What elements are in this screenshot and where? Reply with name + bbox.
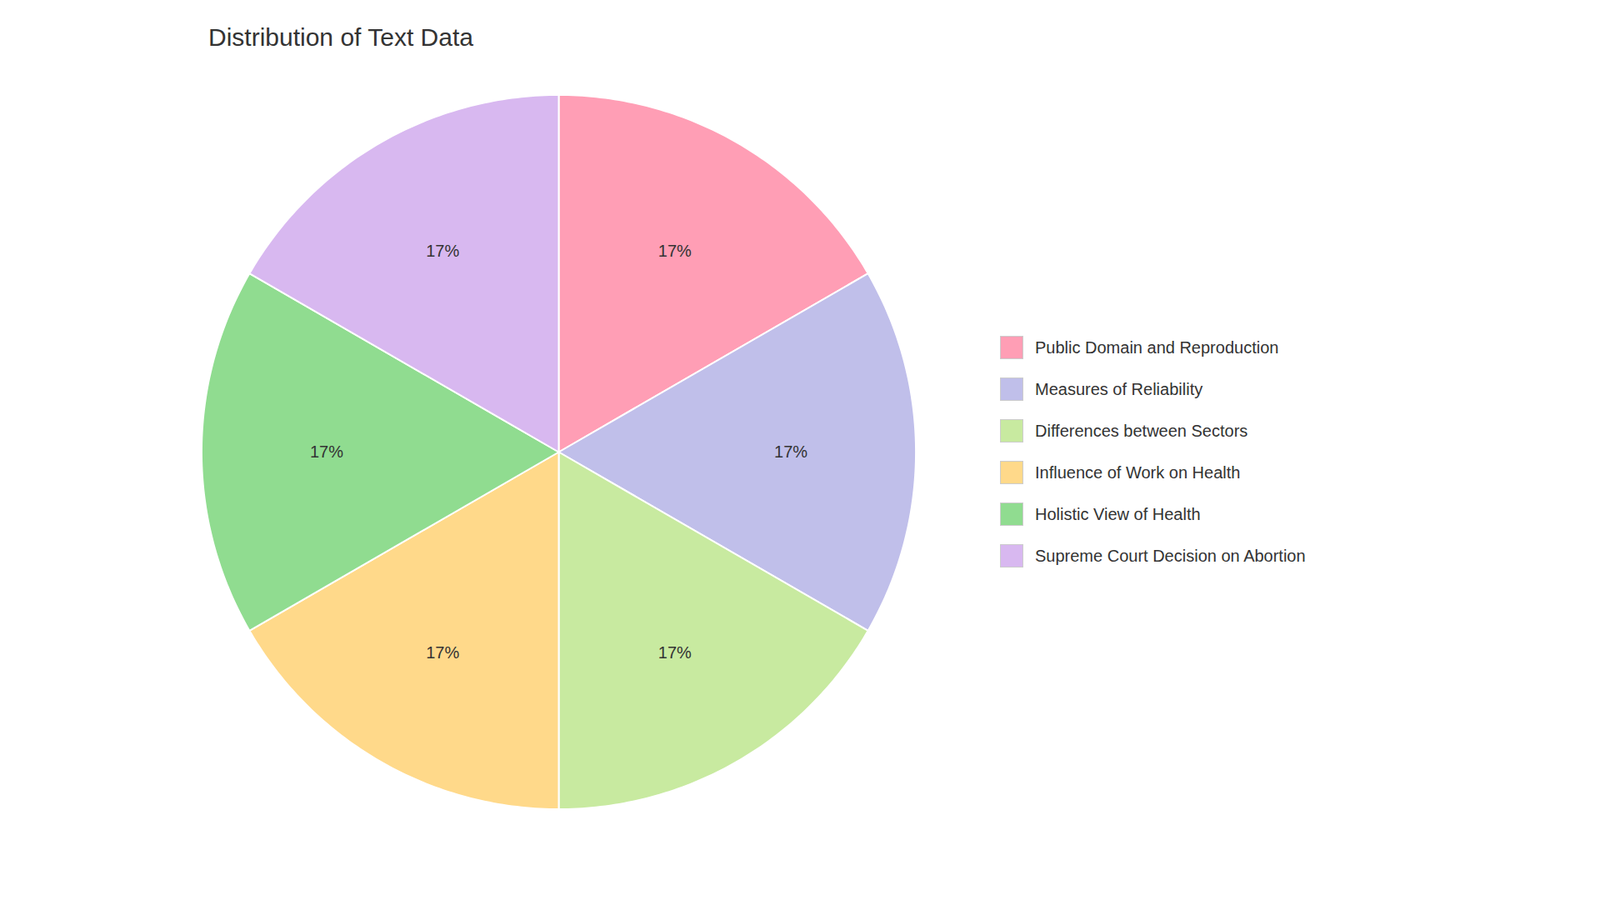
svg-text:17%: 17% [774,442,808,461]
html-text:Supreme Court Decision on Abor: Supreme Court Decision on Abortion [1035,546,1306,565]
html-text:Differences between Sectors: Differences between Sectors [1035,421,1248,440]
html-text:Distribution of Text Data: Distribution of Text Data [208,23,474,51]
html-text:Measures of Reliability: Measures of Reliability [1035,379,1203,398]
svg-text:17%: 17% [310,442,344,461]
svg-text:17%: 17% [658,241,692,260]
svg-text:17%: 17% [425,643,460,662]
svg-text:17%: 17% [658,643,692,662]
html-text:Influence of Work on Health: Influence of Work on Health [1035,462,1241,482]
svg-text:17%: 17% [425,241,460,260]
html-text:Holistic View of Health: Holistic View of Health [1035,504,1201,523]
html-text:Public Domain and Reproduction: Public Domain and Reproduction [1035,337,1279,357]
